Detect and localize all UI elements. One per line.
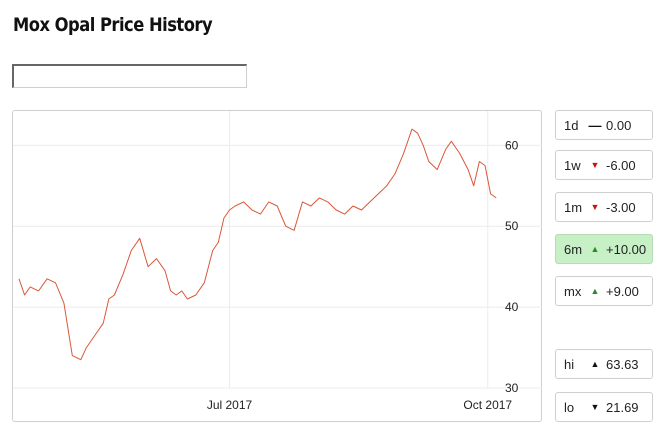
range-button-label: 1m	[564, 199, 583, 215]
price-chart: 30 40 50 60 Jul 2017 Oct 2017	[12, 110, 542, 422]
stat-lo: lo ▼ 21.69	[555, 392, 653, 422]
stat-value: 63.63	[606, 356, 639, 372]
y-tick-label: 30	[505, 381, 519, 395]
range-button-value: 0.00	[606, 117, 632, 133]
arrow-down-icon: ▼	[590, 202, 600, 212]
arrow-up-icon: ▲	[590, 244, 600, 254]
range-button-label: 1w	[564, 157, 581, 173]
stat-value: 21.69	[606, 399, 639, 415]
stat-label: lo	[564, 399, 575, 415]
page-title: Mox Opal Price History	[13, 14, 213, 36]
range-button-1w[interactable]: 1w ▼ -6.00	[555, 150, 653, 180]
arrow-down-icon: ▼	[590, 160, 600, 170]
range-button-value: +9.00	[606, 283, 639, 299]
x-tick-label: Jul 2017	[207, 398, 253, 412]
search-input[interactable]	[12, 64, 247, 88]
y-tick-label: 60	[505, 138, 519, 152]
range-button-1d[interactable]: 1d —0.00	[555, 110, 653, 140]
range-button-label: 6m	[564, 241, 583, 257]
range-button-label: 1d	[564, 117, 579, 133]
range-button-value: -6.00	[606, 157, 636, 173]
price-series-line	[18, 128, 497, 361]
y-tick-label: 40	[505, 300, 519, 314]
range-button-6m[interactable]: 6m ▲ +10.00	[555, 234, 653, 264]
stat-hi: hi ▲ 63.63	[555, 349, 653, 379]
stat-label: hi	[564, 356, 575, 372]
range-button-mx[interactable]: mx ▲ +9.00	[555, 276, 653, 306]
range-button-value: -3.00	[606, 199, 636, 215]
dash-icon: —	[588, 117, 602, 133]
y-tick-label: 50	[505, 219, 519, 233]
arrow-up-icon: ▲	[590, 286, 600, 296]
arrow-down-icon: ▼	[590, 402, 600, 412]
range-button-label: mx	[564, 283, 582, 299]
arrow-up-icon: ▲	[590, 359, 600, 369]
x-tick-label: Oct 2017	[463, 398, 512, 412]
range-button-1m[interactable]: 1m ▼ -3.00	[555, 192, 653, 222]
range-button-value: +10.00	[606, 241, 647, 257]
price-chart-svg: 30 40 50 60 Jul 2017 Oct 2017	[13, 111, 542, 412]
